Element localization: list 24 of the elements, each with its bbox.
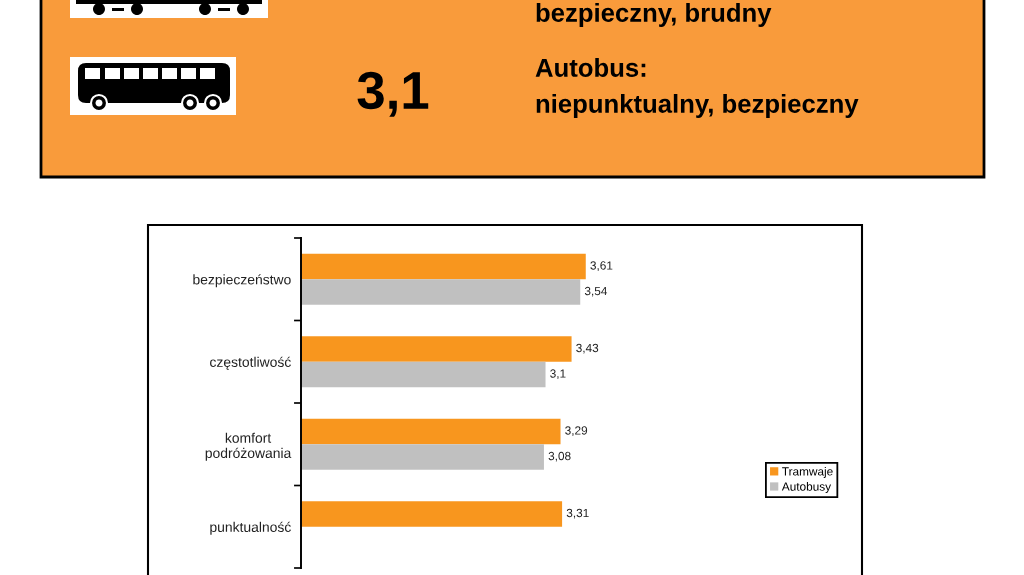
data-label: 3,1 bbox=[550, 369, 566, 380]
text: Autobus: bbox=[535, 58, 646, 77]
data-label: 3,43 bbox=[576, 343, 599, 354]
bar bbox=[301, 279, 581, 305]
text: 3,1 bbox=[357, 71, 429, 117]
data-label: 3,54 bbox=[584, 286, 608, 297]
y-tick-label: częstotliwość bbox=[210, 356, 291, 370]
legend-label: Autobusy bbox=[781, 482, 832, 494]
legend-label: Tramwaje bbox=[782, 466, 833, 478]
data-label: 3,31 bbox=[566, 508, 589, 519]
bar bbox=[301, 444, 544, 470]
y-tick-label: punktualność bbox=[210, 521, 291, 535]
data-label: 3,61 bbox=[590, 261, 613, 272]
bar bbox=[301, 253, 586, 280]
text: niepunktualny, bezpieczny bbox=[536, 94, 859, 118]
bar bbox=[301, 501, 563, 527]
bar bbox=[301, 418, 561, 445]
text: bezpieczny, brudny bbox=[536, 3, 772, 27]
data-label: 3,29 bbox=[565, 426, 588, 437]
y-tick-label: bezpieczeństwo bbox=[193, 274, 291, 288]
data-label: 3,08 bbox=[548, 451, 571, 462]
y-tick-label: komfort podróżowania bbox=[205, 432, 292, 461]
bar bbox=[301, 336, 572, 362]
bar bbox=[301, 361, 546, 388]
